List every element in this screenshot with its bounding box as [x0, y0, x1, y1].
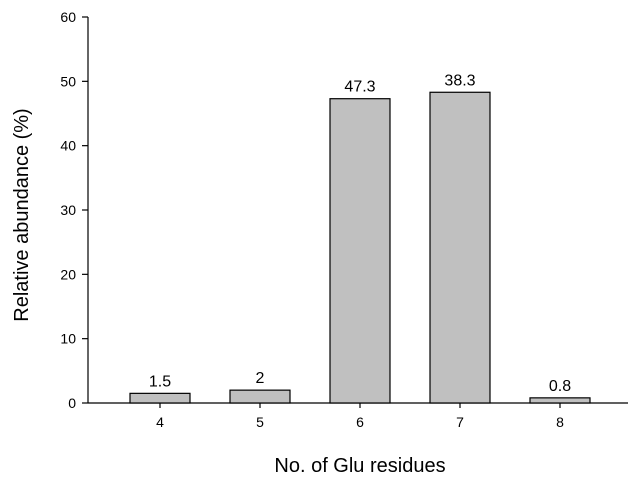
bar	[529, 397, 591, 404]
y-axis-title: Relative abundance (%)	[11, 108, 33, 321]
x-tick-label: 5	[256, 414, 264, 430]
x-tick-label: 6	[356, 414, 364, 430]
x-tick-label: 4	[156, 414, 164, 430]
bar	[129, 392, 191, 404]
bar	[229, 389, 291, 404]
data-label: 1.5	[149, 373, 171, 390]
data-label: 47.3	[344, 79, 375, 96]
data-label: 2	[256, 370, 265, 387]
x-tick-label: 7	[456, 414, 464, 430]
y-tick-label: 60	[60, 9, 76, 25]
y-tick-label: 50	[60, 73, 76, 89]
y-tick-label: 40	[60, 138, 76, 154]
data-label: 0.8	[549, 378, 571, 395]
y-tick-label: 30	[60, 202, 76, 218]
data-label: 38.3	[444, 72, 475, 89]
y-tick-label: 10	[60, 331, 76, 347]
x-axis-title: No. of Glu residues	[274, 455, 445, 477]
bar	[329, 98, 391, 404]
x-tick-label: 8	[556, 414, 564, 430]
y-tick-label: 20	[60, 266, 76, 282]
bar	[429, 91, 491, 404]
y-tick-label: 0	[68, 395, 76, 411]
plot-area: 0 10 20 30 40 50 60 4 1.5 5 2 6 47.3 7 38.3 8 0.8	[60, 9, 628, 430]
